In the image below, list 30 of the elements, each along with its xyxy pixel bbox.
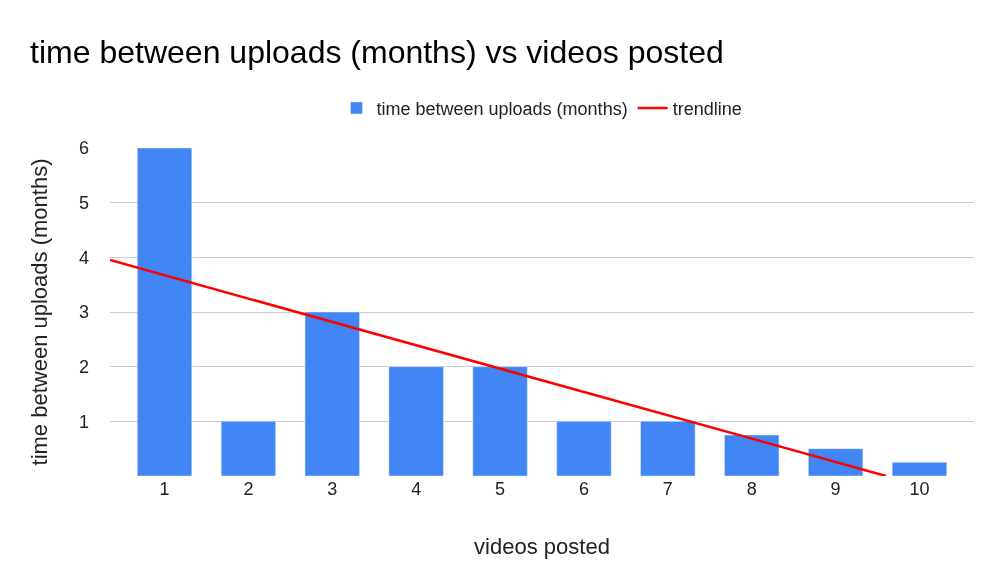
bar [220,421,276,476]
bar [556,421,612,476]
bar [137,148,193,476]
bar [891,462,947,476]
y-axis-title: time between uploads (months) [26,158,52,466]
bar [640,421,696,476]
x-tick-label: 6 [578,479,589,499]
x-tick-label: 1 [159,479,170,499]
y-tick-label: 3 [78,302,89,323]
y-tick-label: 2 [78,356,89,377]
y-tick-label: 5 [78,192,89,213]
x-tick-label: 8 [746,479,757,499]
x-tick-label: 3 [327,479,338,499]
bar [724,434,780,476]
bar [388,366,444,476]
legend-label: time between uploads (months) [376,98,628,119]
x-tick-label: 5 [495,479,506,499]
bar [304,311,360,476]
x-axis-title: videos posted [474,533,610,559]
y-tick-label: 6 [78,138,89,159]
bar [472,366,528,476]
x-tick-label: 9 [830,479,841,499]
x-tick-label: 7 [662,479,673,499]
y-tick-label: 4 [78,247,89,268]
x-tick-label: 4 [411,479,422,499]
legend-label: trendline [672,98,742,119]
chart-title: time between uploads (months) vs videos posted [30,33,724,70]
x-tick-label: 2 [243,479,254,499]
y-tick-label: 1 [78,411,89,432]
x-tick-label: 10 [909,479,930,499]
